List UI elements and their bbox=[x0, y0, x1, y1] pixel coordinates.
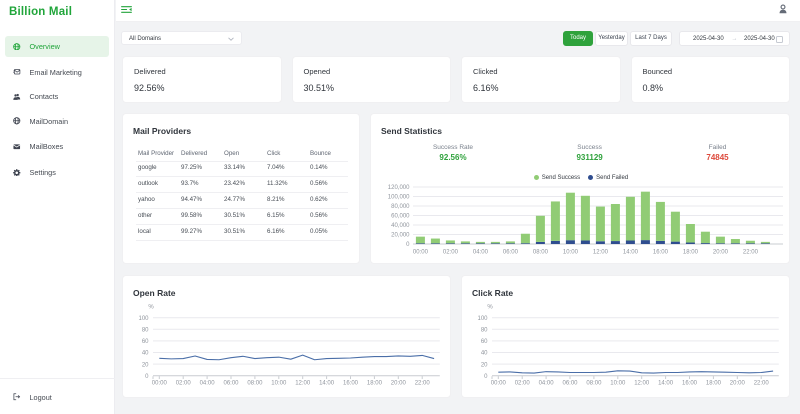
svg-text:20: 20 bbox=[481, 362, 488, 368]
svg-text:06:00: 06:00 bbox=[503, 249, 519, 255]
svg-text:02:00: 02:00 bbox=[176, 381, 192, 387]
svg-text:100: 100 bbox=[138, 316, 149, 322]
svg-text:22:00: 22:00 bbox=[754, 381, 770, 387]
svg-text:120,000: 120,000 bbox=[388, 185, 410, 191]
svg-text:10:00: 10:00 bbox=[271, 381, 287, 387]
svg-text:06:00: 06:00 bbox=[223, 381, 239, 387]
svg-text:14:00: 14:00 bbox=[623, 249, 639, 255]
svg-text:40: 40 bbox=[481, 351, 488, 357]
svg-text:08:00: 08:00 bbox=[247, 381, 263, 387]
svg-text:80,000: 80,000 bbox=[391, 204, 410, 210]
svg-text:20:00: 20:00 bbox=[713, 249, 729, 255]
svg-text:60,000: 60,000 bbox=[391, 214, 410, 220]
svg-text:%: % bbox=[487, 305, 493, 311]
svg-text:16:00: 16:00 bbox=[343, 381, 359, 387]
svg-text:22:00: 22:00 bbox=[743, 249, 759, 255]
svg-text:22:00: 22:00 bbox=[415, 381, 431, 387]
svg-text:08:00: 08:00 bbox=[586, 381, 602, 387]
svg-text:12:00: 12:00 bbox=[593, 249, 609, 255]
svg-text:00:00: 00:00 bbox=[491, 381, 507, 387]
svg-text:40,000: 40,000 bbox=[391, 223, 410, 229]
svg-text:0: 0 bbox=[145, 374, 149, 380]
svg-text:80: 80 bbox=[142, 328, 149, 334]
svg-text:80: 80 bbox=[481, 328, 488, 334]
svg-text:10:00: 10:00 bbox=[610, 381, 626, 387]
svg-text:14:00: 14:00 bbox=[658, 381, 674, 387]
svg-text:100: 100 bbox=[477, 316, 488, 322]
svg-text:12:00: 12:00 bbox=[295, 381, 311, 387]
svg-text:40: 40 bbox=[142, 351, 149, 357]
svg-text:00:00: 00:00 bbox=[152, 381, 168, 387]
svg-text:60: 60 bbox=[142, 339, 149, 345]
svg-text:02:00: 02:00 bbox=[443, 249, 459, 255]
svg-text:16:00: 16:00 bbox=[682, 381, 698, 387]
svg-text:12:00: 12:00 bbox=[634, 381, 650, 387]
svg-text:20: 20 bbox=[142, 362, 149, 368]
svg-text:16:00: 16:00 bbox=[653, 249, 669, 255]
svg-text:08:00: 08:00 bbox=[533, 249, 549, 255]
svg-text:02:00: 02:00 bbox=[515, 381, 531, 387]
svg-text:18:00: 18:00 bbox=[683, 249, 699, 255]
svg-text:20:00: 20:00 bbox=[391, 381, 407, 387]
svg-text:14:00: 14:00 bbox=[319, 381, 335, 387]
svg-text:60: 60 bbox=[481, 339, 488, 345]
svg-text:18:00: 18:00 bbox=[706, 381, 722, 387]
svg-text:00:00: 00:00 bbox=[413, 249, 429, 255]
svg-text:04:00: 04:00 bbox=[473, 249, 489, 255]
svg-text:10:00: 10:00 bbox=[563, 249, 579, 255]
svg-text:100,000: 100,000 bbox=[388, 195, 410, 201]
svg-text:18:00: 18:00 bbox=[367, 381, 383, 387]
svg-text:0: 0 bbox=[406, 242, 410, 248]
svg-text:20,000: 20,000 bbox=[391, 233, 410, 239]
svg-text:04:00: 04:00 bbox=[539, 381, 555, 387]
svg-text:06:00: 06:00 bbox=[562, 381, 578, 387]
svg-text:0: 0 bbox=[484, 374, 488, 380]
svg-text:20:00: 20:00 bbox=[730, 381, 746, 387]
svg-text:04:00: 04:00 bbox=[200, 381, 216, 387]
svg-text:%: % bbox=[148, 305, 154, 311]
